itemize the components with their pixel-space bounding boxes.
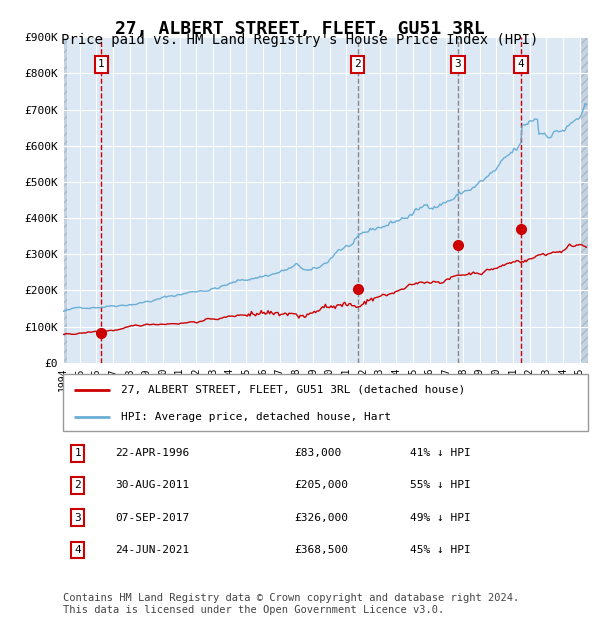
Text: 4: 4 (518, 60, 524, 69)
Text: Price paid vs. HM Land Registry's House Price Index (HPI): Price paid vs. HM Land Registry's House … (61, 33, 539, 47)
Text: 1: 1 (74, 448, 81, 458)
Text: 27, ALBERT STREET, FLEET, GU51 3RL (detached house): 27, ALBERT STREET, FLEET, GU51 3RL (deta… (121, 385, 465, 395)
Text: 2: 2 (74, 480, 81, 490)
Text: 3: 3 (74, 513, 81, 523)
Text: 55% ↓ HPI: 55% ↓ HPI (409, 480, 470, 490)
Text: 07-SEP-2017: 07-SEP-2017 (115, 513, 190, 523)
Text: 27, ALBERT STREET, FLEET, GU51 3RL: 27, ALBERT STREET, FLEET, GU51 3RL (115, 20, 485, 38)
Text: 3: 3 (454, 60, 461, 69)
Text: £83,000: £83,000 (294, 448, 341, 458)
Text: 30-AUG-2011: 30-AUG-2011 (115, 480, 190, 490)
Text: Contains HM Land Registry data © Crown copyright and database right 2024.
This d: Contains HM Land Registry data © Crown c… (63, 593, 519, 615)
Text: 24-JUN-2021: 24-JUN-2021 (115, 545, 190, 555)
Text: HPI: Average price, detached house, Hart: HPI: Average price, detached house, Hart (121, 412, 391, 422)
Text: £326,000: £326,000 (294, 513, 348, 523)
Text: 1: 1 (98, 60, 105, 69)
FancyBboxPatch shape (63, 374, 588, 431)
Text: 22-APR-1996: 22-APR-1996 (115, 448, 190, 458)
Bar (581, 37, 589, 363)
Text: £205,000: £205,000 (294, 480, 348, 490)
Text: 2: 2 (354, 60, 361, 69)
Text: 45% ↓ HPI: 45% ↓ HPI (409, 545, 470, 555)
Text: 49% ↓ HPI: 49% ↓ HPI (409, 513, 470, 523)
Text: 41% ↓ HPI: 41% ↓ HPI (409, 448, 470, 458)
Text: £368,500: £368,500 (294, 545, 348, 555)
Bar (63, 37, 67, 363)
Text: 4: 4 (74, 545, 81, 555)
